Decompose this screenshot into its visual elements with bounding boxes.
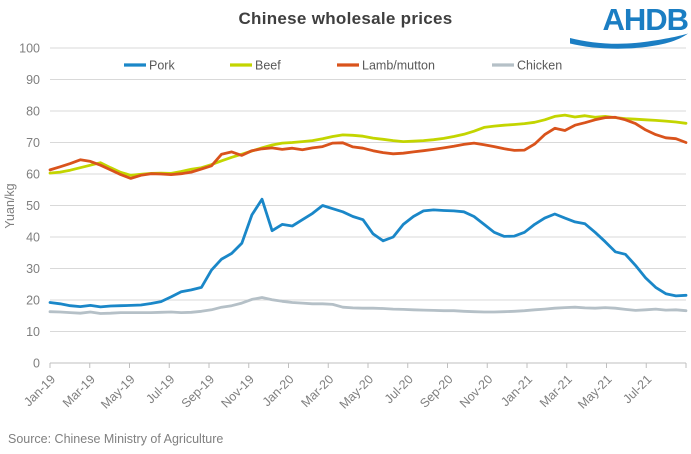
y-axis-label: 80 <box>26 105 40 119</box>
series-line-chicken <box>48 296 688 315</box>
y-axis-label: 40 <box>26 231 40 245</box>
ahdb-logo: AHDB <box>570 2 689 50</box>
x-axis-label: Jul-20 <box>382 372 416 406</box>
y-axis-label: 30 <box>26 262 40 276</box>
x-axis-label: Sep-19 <box>179 372 217 410</box>
y-axis-label: 60 <box>26 168 40 182</box>
x-axis-label: Jan-20 <box>260 372 297 409</box>
legend-label-chicken: Chicken <box>517 59 562 73</box>
legend-label-pork: Pork <box>149 59 175 73</box>
series-line-beef <box>48 113 688 177</box>
x-axis-label: Mar-19 <box>60 372 98 410</box>
x-axis-label: Mar-20 <box>298 372 336 410</box>
ahdb-logo-text: AHDB <box>602 2 689 37</box>
x-axis-label: Jan-21 <box>498 372 535 409</box>
y-axis-label: 0 <box>33 357 40 371</box>
x-axis-label: Nov-19 <box>218 372 256 410</box>
logo-wave-icon <box>570 33 688 49</box>
x-axis-label: Nov-20 <box>457 372 495 410</box>
legend-label-beef: Beef <box>255 59 281 73</box>
x-axis-label: Jul-19 <box>143 372 177 406</box>
x-axis-label: Jan-19 <box>21 372 58 409</box>
x-axis-label: May-20 <box>337 372 376 411</box>
source-text: Source: Chinese Ministry of Agriculture <box>8 432 224 446</box>
legend-label-lamb-mutton: Lamb/mutton <box>362 59 435 73</box>
x-axis-label: Jul-21 <box>620 372 654 406</box>
chart-title: Chinese wholesale prices <box>238 9 453 28</box>
y-axis-label: 100 <box>19 42 40 56</box>
y-axis-label: 10 <box>26 325 40 339</box>
y-axis-label: 20 <box>26 294 40 308</box>
series-line-lamb-mutton <box>48 115 688 180</box>
x-axis-label: May-21 <box>575 372 614 411</box>
x-axis-label: May-19 <box>98 372 137 411</box>
y-axis-label: 90 <box>26 73 40 87</box>
y-axis-title: Yuan/kg <box>3 183 17 228</box>
y-axis-label: 70 <box>26 136 40 150</box>
y-axis-label: 50 <box>26 199 40 213</box>
x-axis-label: Mar-21 <box>537 372 575 410</box>
series-line-pork <box>48 197 688 309</box>
x-axis-label: Sep-20 <box>417 372 455 410</box>
